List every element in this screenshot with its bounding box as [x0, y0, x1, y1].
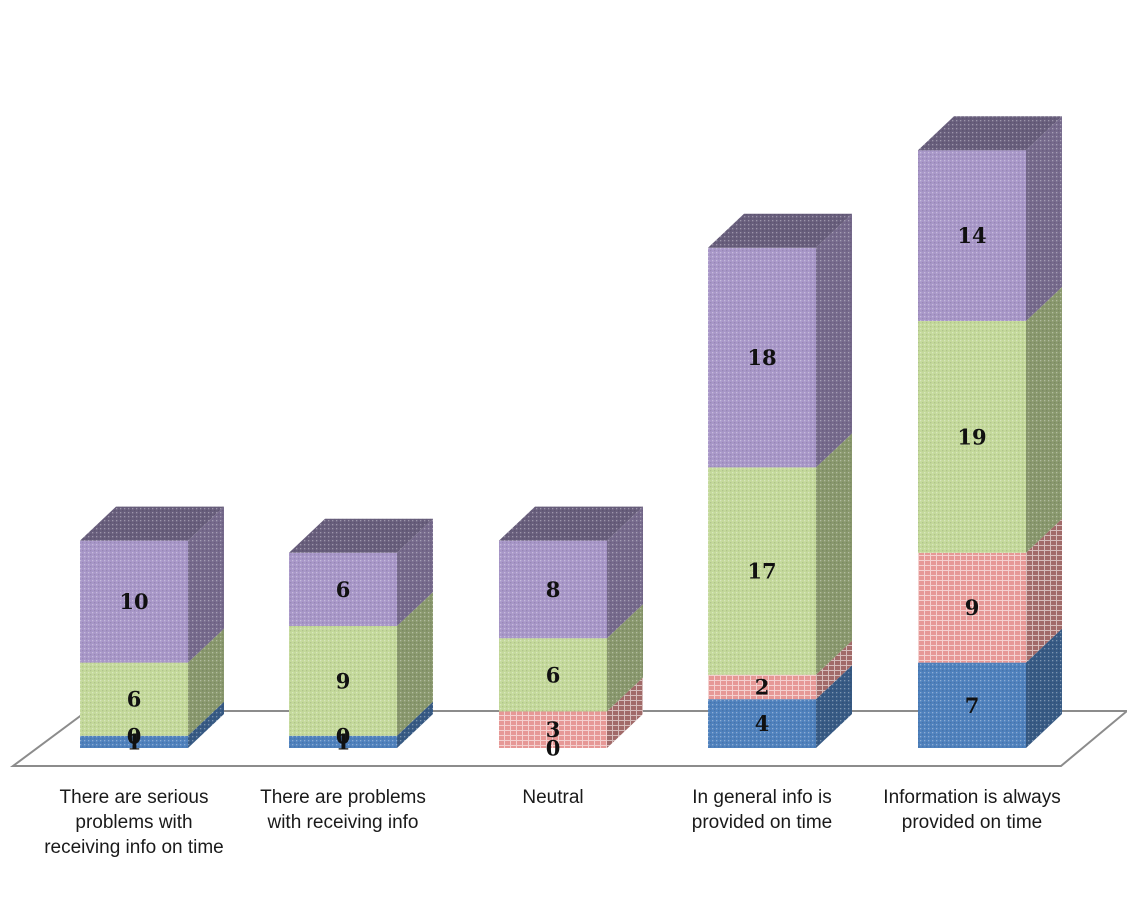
bar-segment-texture-c4-s1 — [918, 552, 1026, 663]
bar-top-texture-c0 — [80, 506, 224, 541]
bar-side-texture-c3-s3 — [816, 213, 852, 468]
bar-segment-texture-c4-s2 — [918, 321, 1026, 553]
data-label-c3-s1: 2 — [755, 675, 770, 700]
bar-segment-texture-c1-s2 — [289, 626, 397, 736]
bar-top-texture-c2 — [499, 506, 643, 541]
bar-top-texture-c4 — [918, 116, 1062, 151]
bar-segment-texture-c4-s3 — [918, 150, 1026, 321]
data-label-c1-s3: 6 — [336, 577, 351, 602]
bar-segment-texture-c3-s3 — [708, 247, 816, 468]
bar-side-texture-c1-s3 — [397, 518, 433, 626]
data-label-c0-s1: 0 — [127, 723, 142, 748]
bar-side-texture-c0-s3 — [188, 506, 224, 663]
bars-layer — [80, 116, 1062, 748]
bar-segment-texture-c0-s2 — [80, 662, 188, 736]
data-label-c0-s3: 10 — [119, 589, 148, 614]
category-label: Information is always provided on time — [883, 787, 1061, 833]
data-label-c4-s3: 14 — [957, 223, 986, 248]
bar-segment-texture-c0-s3 — [80, 540, 188, 663]
data-label-c3-s2: 17 — [747, 559, 776, 584]
data-label-c1-s1: 0 — [336, 723, 351, 748]
bar-side-texture-c0-s2 — [188, 628, 224, 736]
data-label-c3-s3: 18 — [747, 345, 776, 370]
data-label-c3-s0: 4 — [755, 711, 770, 736]
bar-segment-texture-c2-s3 — [499, 540, 607, 639]
data-label-c2-s2: 6 — [546, 662, 561, 687]
bar-side-texture-c4-s3 — [1026, 116, 1062, 321]
bar-side-texture-c2-s3 — [607, 506, 643, 639]
bar-segment-texture-c3-s1 — [708, 674, 816, 700]
bar-side-texture-c2-s1 — [607, 677, 643, 748]
bar-segment-texture-c1-s0 — [289, 735, 397, 748]
bar-segment-texture-c2-s1 — [499, 711, 607, 748]
data-label-c2-s0: 0 — [546, 736, 561, 761]
data-label-c1-s0: 1 — [336, 729, 351, 754]
bar-segment-texture-c1-s3 — [289, 552, 397, 626]
bar-side-texture-c1-s2 — [397, 592, 433, 736]
data-label-c2-s1: 3 — [546, 717, 561, 742]
category-label: Neutral — [522, 787, 584, 808]
bar-side-texture-c2-s2 — [607, 604, 643, 712]
bar-side-texture-c4-s2 — [1026, 287, 1062, 553]
bar-segment-texture-c4-s0 — [918, 662, 1026, 748]
bar-segment-texture-c3-s2 — [708, 467, 816, 675]
bar-side-texture-c3-s1 — [816, 640, 852, 700]
bar-side-texture-c0-s0 — [188, 701, 224, 748]
bar-side-texture-c4-s1 — [1026, 518, 1062, 663]
data-label-c0-s2: 6 — [127, 687, 142, 712]
category-label: There are serious problems with receivin… — [44, 787, 224, 858]
bar-side-texture-c4-s0 — [1026, 628, 1062, 748]
data-label-c1-s2: 9 — [336, 668, 351, 693]
data-label-c2-s3: 8 — [546, 577, 561, 602]
bar-segment-texture-c2-s2 — [499, 638, 607, 712]
data-label-c4-s0: 7 — [965, 693, 980, 718]
bar-top-texture-c1 — [289, 518, 433, 553]
bar-side-texture-c3-s2 — [816, 433, 852, 675]
bar-side-texture-c1-s0 — [397, 701, 433, 748]
data-label-c0-s0: 1 — [127, 729, 142, 754]
data-label-c4-s2: 19 — [957, 424, 986, 449]
bar-side-texture-c3-s0 — [816, 665, 852, 748]
data-label-c4-s1: 9 — [965, 595, 980, 620]
bar-segment-texture-c0-s0 — [80, 735, 188, 748]
category-label: There are problems with receiving info — [260, 787, 426, 833]
bar-top-texture-c3 — [708, 213, 852, 248]
bar-segment-texture-c3-s0 — [708, 699, 816, 748]
category-label: In general info is provided on time — [691, 787, 833, 833]
